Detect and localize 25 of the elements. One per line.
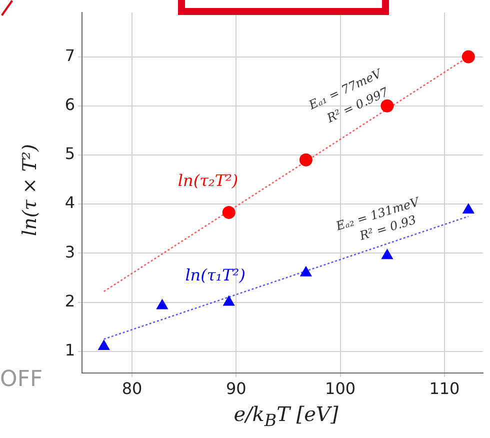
- point: [223, 296, 235, 306]
- y-tick-label: 7: [64, 46, 75, 65]
- point: [98, 340, 110, 350]
- point: [462, 50, 475, 64]
- y-tick-label: 5: [64, 144, 75, 164]
- point: [222, 206, 236, 219]
- series-label: ln(τ₂T²): [178, 171, 238, 190]
- y-axis-title: ln(τ × T²): [19, 144, 41, 236]
- x-tick-label: 90: [226, 378, 246, 398]
- y-tick-label: 1: [64, 340, 75, 360]
- point: [156, 299, 168, 310]
- point: [299, 153, 312, 166]
- series-label: ln(τ₁T²): [185, 265, 246, 284]
- x-tick-label: 80: [122, 378, 142, 398]
- x-tick-label: 100: [325, 378, 356, 398]
- point: [462, 203, 474, 214]
- y-tick-label: 2: [64, 291, 75, 310]
- y-tick-label: 3: [64, 242, 75, 262]
- x-tick-label: 110: [429, 378, 460, 398]
- point: [381, 249, 393, 260]
- y-tick-label: 4: [64, 193, 75, 212]
- x-axis-title: e/k$_{B}$T [eV]: [232, 402, 340, 430]
- point: [300, 266, 312, 276]
- y-tick-label: 6: [64, 95, 75, 114]
- text: OFF: [0, 367, 43, 392]
